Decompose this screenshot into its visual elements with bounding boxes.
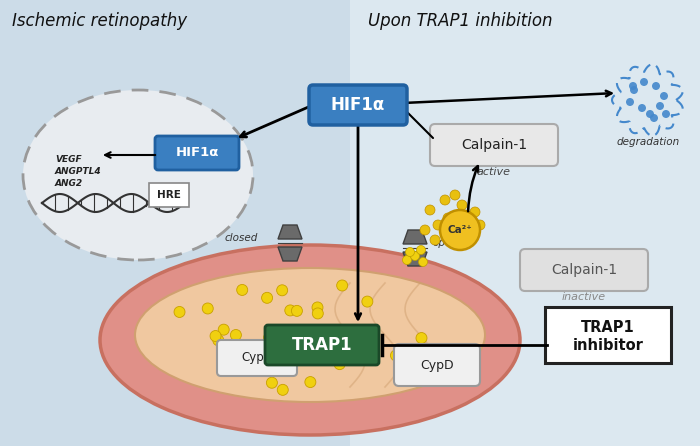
Text: HIF1α: HIF1α [331, 96, 385, 114]
Circle shape [202, 303, 214, 314]
Circle shape [626, 98, 634, 106]
Text: inactive: inactive [562, 292, 606, 302]
Circle shape [443, 213, 453, 223]
Circle shape [277, 384, 288, 395]
Circle shape [334, 359, 345, 370]
FancyBboxPatch shape [430, 124, 558, 166]
FancyBboxPatch shape [155, 136, 239, 170]
Circle shape [646, 110, 654, 118]
Text: active: active [477, 167, 511, 177]
Polygon shape [278, 247, 302, 261]
FancyBboxPatch shape [309, 85, 407, 125]
Circle shape [470, 207, 480, 217]
Circle shape [450, 190, 460, 200]
Circle shape [405, 248, 414, 256]
Circle shape [433, 220, 443, 230]
Circle shape [312, 308, 323, 319]
FancyBboxPatch shape [217, 340, 297, 376]
Polygon shape [278, 225, 302, 239]
Circle shape [280, 338, 290, 349]
Text: Calpain-1: Calpain-1 [461, 138, 527, 152]
Circle shape [656, 102, 664, 110]
FancyBboxPatch shape [265, 325, 379, 365]
Circle shape [465, 217, 475, 227]
FancyBboxPatch shape [545, 307, 671, 363]
Circle shape [328, 354, 339, 365]
Text: Ca²⁺: Ca²⁺ [447, 225, 473, 235]
Text: open: open [433, 238, 459, 248]
Circle shape [416, 333, 427, 343]
Circle shape [213, 335, 224, 346]
Circle shape [262, 292, 272, 303]
Circle shape [440, 195, 450, 205]
Text: VEGF
ANGPTL4
ANG2: VEGF ANGPTL4 ANG2 [55, 155, 102, 188]
Circle shape [475, 220, 485, 230]
Polygon shape [403, 252, 427, 266]
Circle shape [416, 245, 426, 255]
Circle shape [305, 376, 316, 388]
Circle shape [362, 296, 373, 307]
Circle shape [652, 82, 660, 90]
FancyBboxPatch shape [149, 183, 189, 207]
Circle shape [285, 305, 296, 316]
Circle shape [660, 92, 668, 100]
Text: inhibitor: inhibitor [573, 338, 643, 352]
Circle shape [640, 78, 648, 86]
Circle shape [391, 350, 402, 361]
Text: degradation: degradation [617, 137, 680, 147]
Circle shape [291, 306, 302, 316]
Circle shape [264, 332, 274, 343]
Text: Upon TRAP1 inhibition: Upon TRAP1 inhibition [368, 12, 552, 30]
Text: Ischemic retinopathy: Ischemic retinopathy [12, 12, 187, 30]
FancyBboxPatch shape [520, 249, 648, 291]
Text: CypD: CypD [420, 359, 454, 372]
Circle shape [419, 257, 428, 267]
Text: HIF1α: HIF1α [175, 146, 218, 160]
Circle shape [440, 210, 480, 250]
Circle shape [210, 330, 221, 342]
Circle shape [358, 333, 370, 344]
Ellipse shape [23, 90, 253, 260]
Circle shape [402, 256, 412, 264]
Circle shape [430, 235, 440, 245]
Circle shape [650, 114, 658, 122]
Circle shape [355, 344, 366, 355]
Ellipse shape [135, 268, 485, 402]
Circle shape [410, 252, 419, 260]
Circle shape [662, 110, 670, 118]
Polygon shape [403, 230, 427, 244]
Circle shape [218, 324, 229, 335]
Circle shape [230, 330, 241, 340]
Circle shape [457, 200, 467, 210]
Circle shape [289, 346, 300, 357]
Circle shape [630, 86, 638, 94]
Text: CypD: CypD [241, 351, 273, 364]
Circle shape [174, 306, 185, 318]
Circle shape [420, 225, 430, 235]
Text: HRE: HRE [157, 190, 181, 200]
Circle shape [337, 280, 348, 291]
Text: Calpain-1: Calpain-1 [551, 263, 617, 277]
Circle shape [237, 285, 248, 295]
Circle shape [425, 205, 435, 215]
Circle shape [312, 302, 323, 313]
Circle shape [267, 377, 277, 388]
Text: TRAP1: TRAP1 [581, 321, 635, 335]
Text: TRAP1: TRAP1 [292, 336, 352, 354]
Circle shape [347, 327, 358, 338]
Polygon shape [0, 0, 350, 446]
Circle shape [638, 104, 646, 112]
Circle shape [629, 82, 637, 90]
Circle shape [276, 285, 288, 296]
Ellipse shape [100, 245, 520, 435]
Text: closed: closed [225, 233, 258, 243]
FancyBboxPatch shape [394, 344, 480, 386]
